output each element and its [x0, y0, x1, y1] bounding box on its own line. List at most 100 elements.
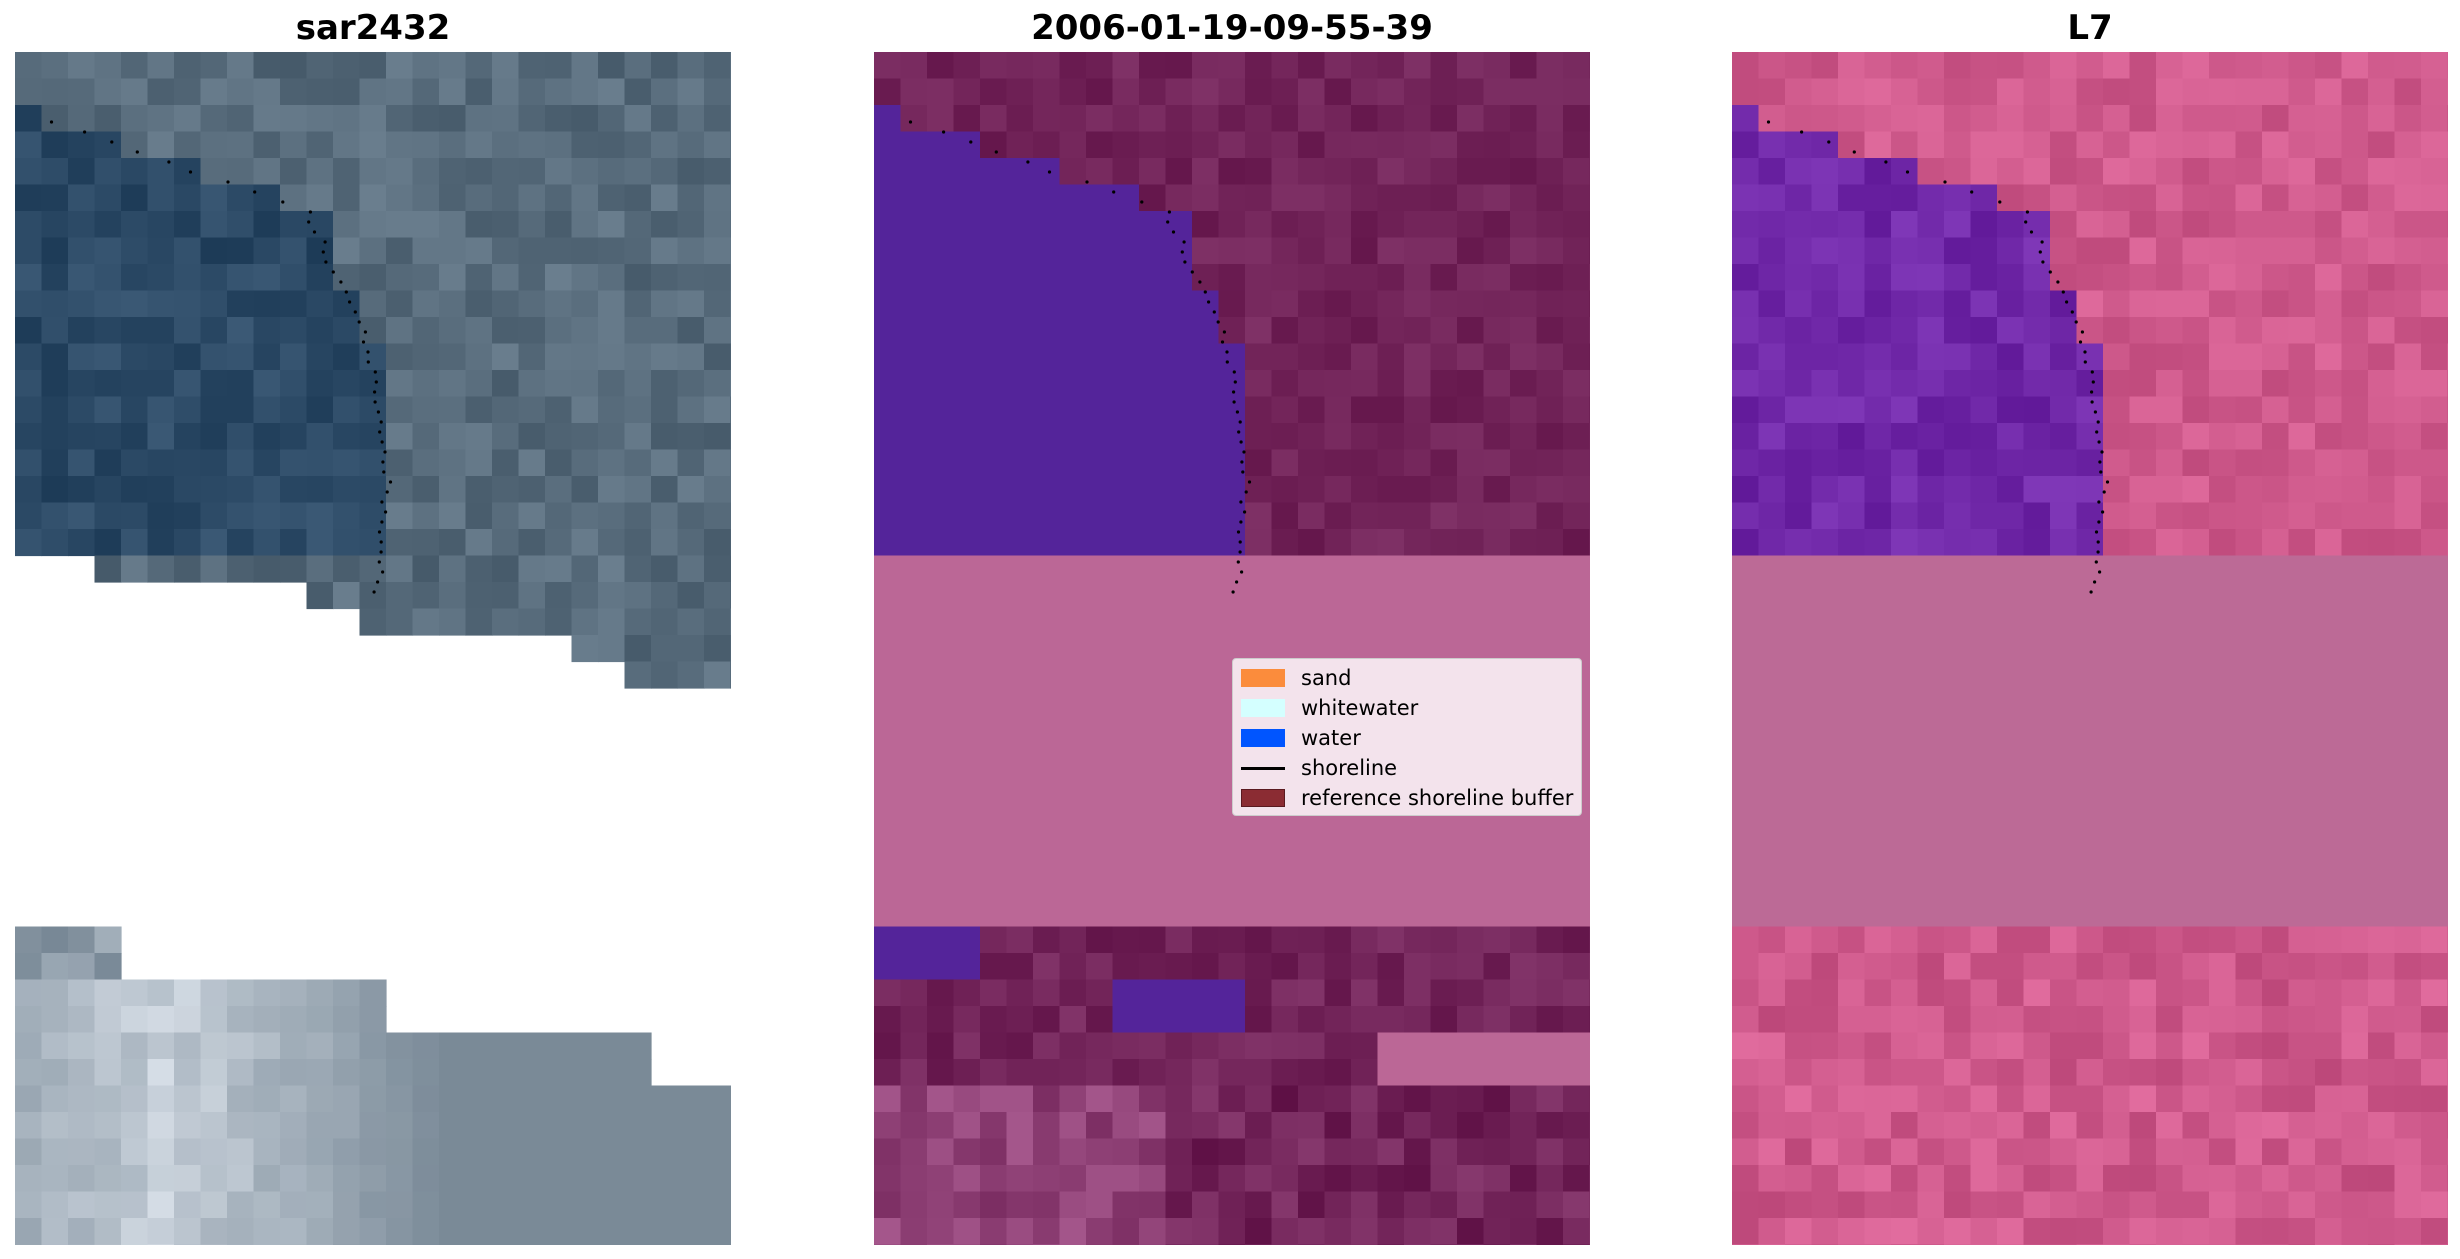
- raster-pixel: [280, 396, 308, 424]
- raster-pixel: [15, 529, 43, 557]
- raster-pixel: [68, 1006, 96, 1034]
- raster-pixel: [1033, 1244, 1061, 1245]
- raster-pixel: [2394, 794, 2422, 822]
- raster-pixel: [1483, 1191, 1511, 1219]
- raster-pixel: [545, 1112, 573, 1140]
- raster-pixel: [147, 184, 175, 212]
- raster-pixel: [2394, 423, 2422, 451]
- raster-pixel: [1139, 264, 1167, 292]
- raster-pixel: [545, 582, 573, 610]
- raster-pixel: [1139, 1032, 1167, 1060]
- raster-pixel: [677, 582, 705, 610]
- raster-pixel: [306, 264, 334, 292]
- raster-pixel: [2368, 343, 2396, 371]
- raster-pixel: [1917, 184, 1945, 212]
- raster-pixel: [1165, 741, 1193, 769]
- raster-pixel: [1785, 1032, 1813, 1060]
- raster-pixel: [94, 317, 122, 345]
- raster-pixel: [2182, 184, 2210, 212]
- raster-pixel: [94, 370, 122, 398]
- raster-pixel: [900, 608, 928, 636]
- raster-pixel: [1404, 847, 1432, 875]
- raster-pixel: [1997, 290, 2025, 318]
- raster-pixel: [2262, 184, 2290, 212]
- raster-pixel: [2156, 1218, 2184, 1245]
- raster-pixel: [2076, 184, 2104, 212]
- shoreline-point: [2065, 300, 2069, 304]
- raster-pixel: [94, 502, 122, 530]
- raster-pixel: [545, 237, 573, 265]
- raster-pixel: [1589, 158, 1590, 186]
- shoreline-point: [2090, 400, 2094, 404]
- raster-pixel: [68, 476, 96, 504]
- raster-pixel: [439, 1112, 467, 1140]
- raster-pixel: [1086, 1032, 1114, 1060]
- raster-pixel: [1192, 555, 1220, 583]
- raster-pixel: [1536, 953, 1564, 981]
- raster-pixel: [2447, 396, 2448, 424]
- raster-pixel: [2394, 873, 2422, 901]
- raster-pixel: [1139, 1218, 1167, 1245]
- raster-pixel: [2315, 78, 2343, 106]
- raster-pixel: [68, 502, 96, 530]
- raster-pixel: [174, 423, 202, 451]
- raster-pixel: [1758, 529, 1786, 557]
- raster-pixel: [1404, 926, 1432, 954]
- raster-pixel: [598, 211, 626, 239]
- raster-pixel: [1298, 211, 1326, 239]
- raster-pixel: [1112, 1032, 1140, 1060]
- raster-pixel: [2129, 158, 2157, 186]
- raster-pixel: [1563, 158, 1590, 186]
- raster-pixel: [730, 502, 731, 530]
- raster-pixel: [2315, 635, 2343, 663]
- raster-pixel: [1510, 555, 1538, 583]
- raster-pixel: [1944, 635, 1972, 663]
- raster-pixel: [465, 529, 493, 557]
- raster-pixel: [359, 1244, 387, 1245]
- raster-pixel: [2288, 237, 2316, 265]
- raster-pixel: [1298, 1112, 1326, 1140]
- raster-pixel: [1351, 184, 1379, 212]
- raster-pixel: [2076, 555, 2104, 583]
- shoreline-point: [2061, 290, 2065, 294]
- raster-pixel: [1059, 211, 1087, 239]
- raster-pixel: [1351, 476, 1379, 504]
- raster-pixel: [2050, 211, 2078, 239]
- raster-pixel: [2288, 953, 2316, 981]
- raster-pixel: [1218, 52, 1246, 80]
- raster-pixel: [1165, 1032, 1193, 1060]
- raster-pixel: [1006, 555, 1034, 583]
- raster-pixel: [1086, 608, 1114, 636]
- raster-pixel: [980, 1032, 1008, 1060]
- raster-pixel: [900, 661, 928, 689]
- raster-pixel: [1589, 290, 1590, 318]
- raster-pixel: [2182, 873, 2210, 901]
- shoreline-point: [2090, 370, 2094, 374]
- raster-pixel: [1563, 317, 1590, 345]
- raster-pixel: [2262, 582, 2290, 610]
- raster-pixel: [1430, 1138, 1458, 1166]
- raster-pixel: [121, 317, 149, 345]
- raster-pixel: [1944, 900, 1972, 928]
- raster-pixel: [1430, 476, 1458, 504]
- raster-pixel: [1589, 926, 1590, 954]
- shoreline-point: [377, 530, 382, 534]
- raster-pixel: [1536, 131, 1564, 159]
- raster-pixel: [2447, 317, 2448, 345]
- raster-pixel: [953, 582, 981, 610]
- raster-pixel: [2050, 714, 2078, 742]
- raster-pixel: [1970, 1032, 1998, 1060]
- raster-pixel: [1457, 953, 1485, 981]
- raster-pixel: [2288, 1085, 2316, 1113]
- raster-pixel: [412, 1218, 440, 1245]
- raster-pixel: [492, 211, 520, 239]
- raster-pixel: [2103, 476, 2131, 504]
- shoreline-point: [1247, 480, 1252, 484]
- raster-pixel: [1732, 1138, 1760, 1166]
- raster-pixel: [1271, 290, 1299, 318]
- raster-pixel: [1944, 449, 1972, 477]
- raster-pixel: [2182, 1059, 2210, 1087]
- raster-pixel: [927, 1244, 955, 1245]
- raster-pixel: [1811, 688, 1839, 716]
- raster-pixel: [1510, 343, 1538, 371]
